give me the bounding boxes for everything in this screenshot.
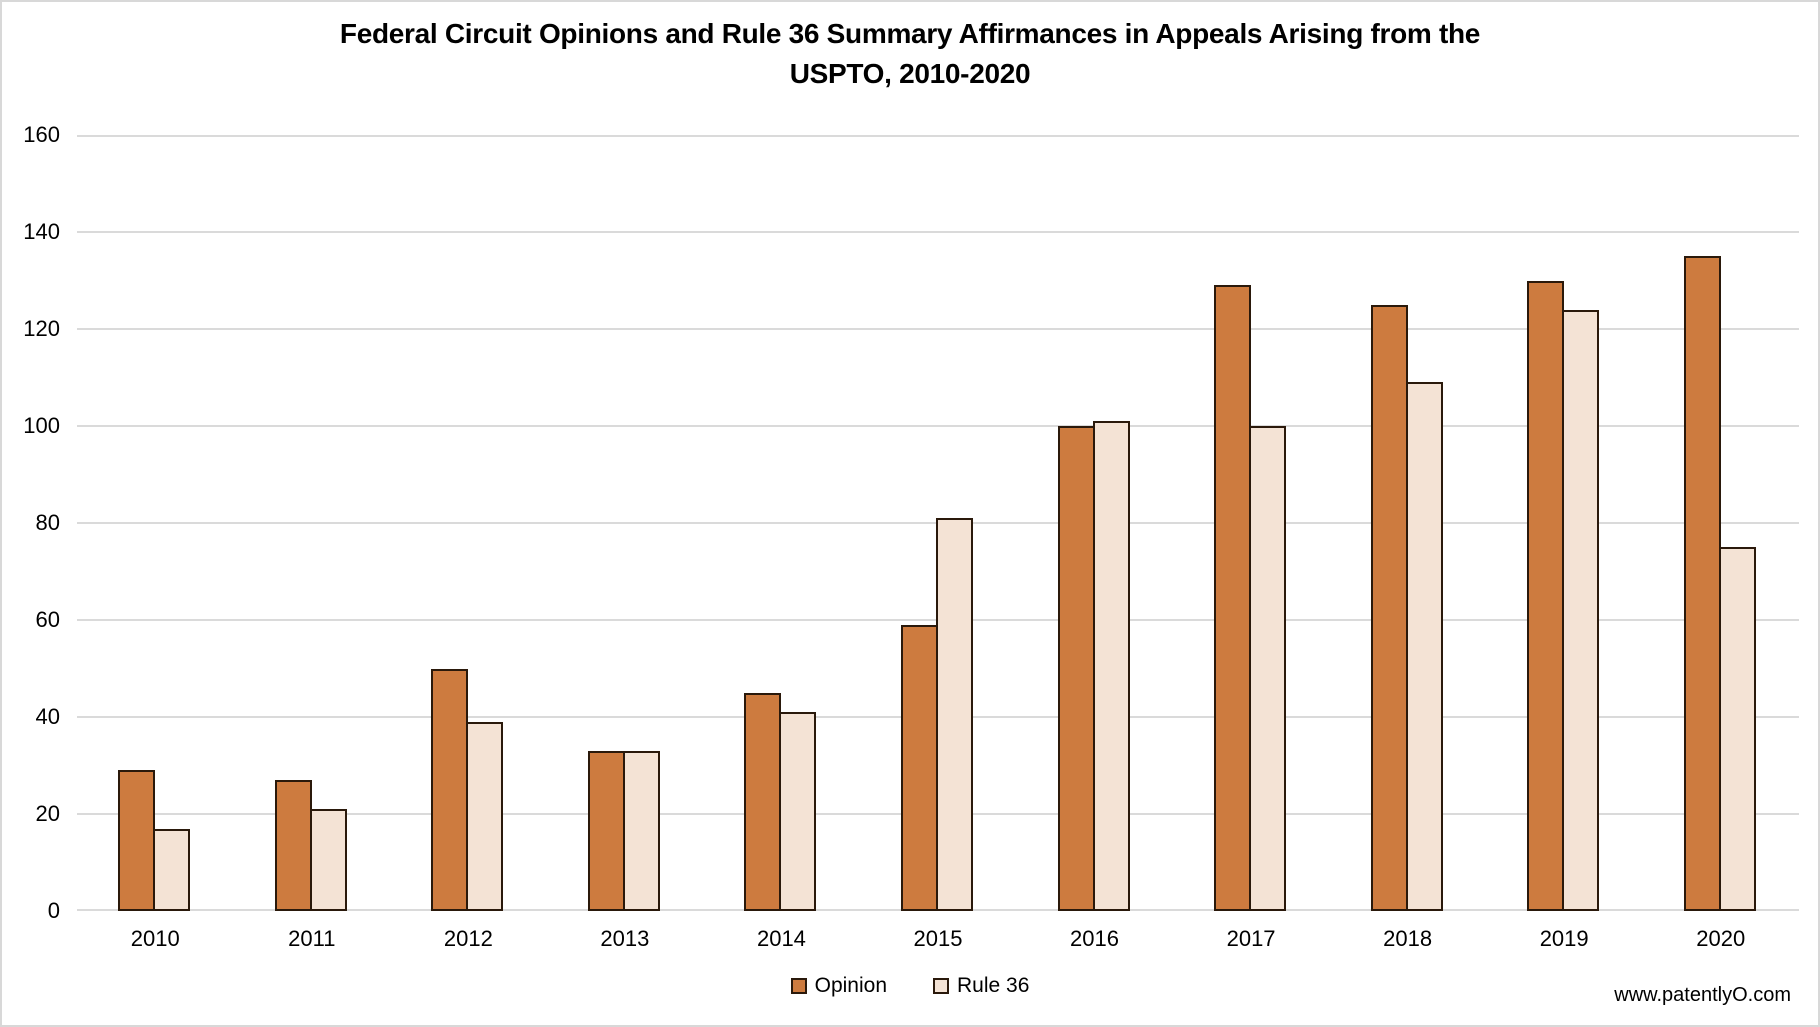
chart-title-line-2: USPTO, 2010-2020 <box>789 58 1031 89</box>
legend-label: Opinion <box>814 974 887 997</box>
bar-opinion-2010 <box>118 770 156 911</box>
bar-rule-36-2020 <box>1718 547 1756 911</box>
x-tick-label-2020: 2020 <box>1696 926 1746 951</box>
x-tick-label-2012: 2012 <box>443 926 493 951</box>
legend-swatch-icon <box>933 978 949 994</box>
bar-rule-36-2016 <box>1092 421 1130 911</box>
legend: Opinion Rule 36 <box>2 974 1818 998</box>
bar-rule-36-2010 <box>153 828 191 911</box>
y-tick-label-60: 60 <box>35 607 60 632</box>
gridline-160 <box>77 135 1799 137</box>
watermark: www.patentlyO.com <box>1614 984 1791 1006</box>
x-tick-label-2016: 2016 <box>1070 926 1119 951</box>
y-tick-label-0: 0 <box>47 898 60 923</box>
bar-rule-36-2011 <box>309 809 347 911</box>
x-tick-label-2013: 2013 <box>600 926 650 951</box>
bar-opinion-2014 <box>744 692 782 911</box>
bar-opinion-2019 <box>1527 280 1565 911</box>
bar-opinion-2018 <box>1370 304 1408 911</box>
legend-item-opinion: Opinion <box>790 974 887 998</box>
y-tick-label-100: 100 <box>23 413 60 438</box>
plot-area <box>77 135 1799 911</box>
bar-opinion-2017 <box>1214 285 1252 911</box>
bar-opinion-2013 <box>587 750 625 911</box>
bar-rule-36-2014 <box>779 712 817 911</box>
y-tick-label-120: 120 <box>23 316 60 341</box>
y-tick-label-40: 40 <box>35 704 60 729</box>
bar-opinion-2015 <box>901 624 938 911</box>
chart-title-line-1: Federal Circuit Opinions and Rule 36 Sum… <box>339 18 1481 49</box>
x-tick-label-2015: 2015 <box>913 926 963 951</box>
bar-opinion-2012 <box>431 668 469 911</box>
bar-rule-36-2013 <box>622 750 660 911</box>
gridline-100 <box>77 425 1799 427</box>
x-tick-label-2011: 2011 <box>288 926 336 951</box>
legend-label: Rule 36 <box>957 974 1030 997</box>
bar-opinion-2020 <box>1683 256 1721 911</box>
x-tick-label-2018: 2018 <box>1383 926 1433 951</box>
x-tick-label-2017: 2017 <box>1226 926 1276 951</box>
x-tick-label-2019: 2019 <box>1539 926 1589 951</box>
bar-rule-36-2017 <box>1249 426 1287 911</box>
bar-opinion-2016 <box>1057 426 1095 911</box>
bar-opinion-2011 <box>274 780 312 911</box>
chart-title: Federal Circuit Opinions and Rule 36 Sum… <box>2 14 1818 94</box>
bar-rule-36-2019 <box>1562 309 1600 911</box>
y-tick-label-140: 140 <box>23 219 60 244</box>
bar-rule-36-2015 <box>936 518 973 911</box>
bar-rule-36-2012 <box>466 721 504 911</box>
legend-swatch-icon <box>790 978 807 994</box>
legend-item-rule-36: Rule 36 <box>933 974 1029 998</box>
gridline-120 <box>77 328 1799 330</box>
x-tick-label-2014: 2014 <box>756 926 806 951</box>
gridline-140 <box>77 231 1799 233</box>
x-tick-label-2010: 2010 <box>130 926 180 951</box>
y-tick-label-80: 80 <box>35 510 60 535</box>
y-tick-label-160: 160 <box>23 122 60 147</box>
bar-rule-36-2018 <box>1405 382 1443 911</box>
y-tick-label-20: 20 <box>35 801 60 826</box>
